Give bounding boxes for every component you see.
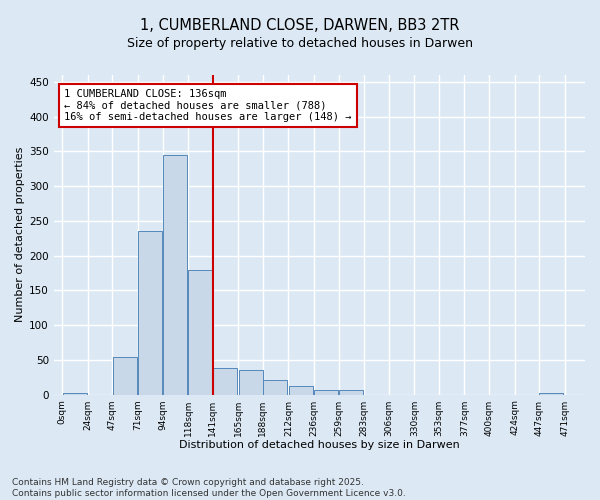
X-axis label: Distribution of detached houses by size in Darwen: Distribution of detached houses by size … xyxy=(179,440,460,450)
Text: Size of property relative to detached houses in Darwen: Size of property relative to detached ho… xyxy=(127,38,473,51)
Bar xyxy=(314,390,338,394)
Bar xyxy=(113,357,137,395)
Bar xyxy=(62,392,86,394)
Y-axis label: Number of detached properties: Number of detached properties xyxy=(15,147,25,322)
Bar xyxy=(139,232,163,394)
Text: 1 CUMBERLAND CLOSE: 136sqm
← 84% of detached houses are smaller (788)
16% of sem: 1 CUMBERLAND CLOSE: 136sqm ← 84% of deta… xyxy=(64,89,352,122)
Bar xyxy=(239,370,263,394)
Text: 1, CUMBERLAND CLOSE, DARWEN, BB3 2TR: 1, CUMBERLAND CLOSE, DARWEN, BB3 2TR xyxy=(140,18,460,32)
Bar xyxy=(163,155,187,394)
Bar xyxy=(339,390,363,394)
Bar xyxy=(188,270,212,394)
Bar xyxy=(539,392,563,394)
Bar xyxy=(263,380,287,394)
Bar xyxy=(213,368,237,394)
Bar xyxy=(289,386,313,394)
Text: Contains HM Land Registry data © Crown copyright and database right 2025.
Contai: Contains HM Land Registry data © Crown c… xyxy=(12,478,406,498)
